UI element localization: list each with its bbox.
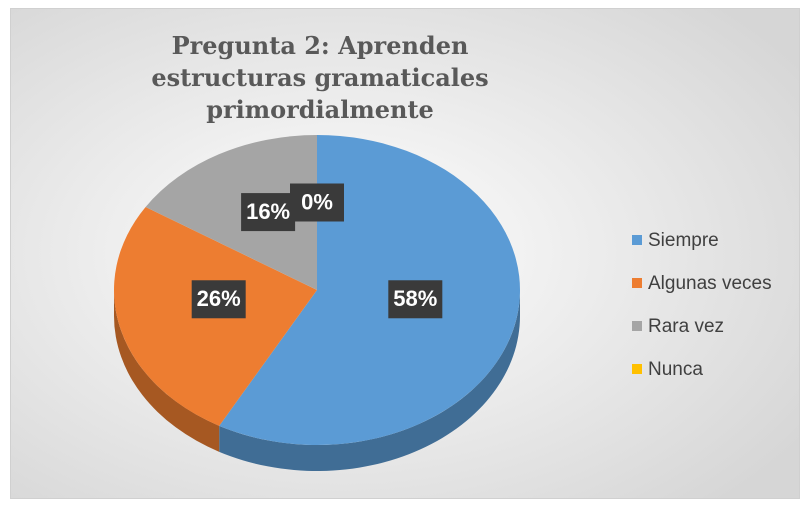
data-label-box — [388, 280, 443, 319]
data-label-box — [191, 280, 246, 319]
legend-label: Nunca — [648, 359, 703, 380]
legend-swatch — [632, 278, 642, 288]
chart-title: Pregunta 2: Aprenden estructuras gramati… — [151, 31, 489, 124]
data-label-box — [241, 193, 296, 232]
data-label: 58% — [393, 286, 437, 311]
slice-side — [219, 290, 520, 471]
legend-swatch — [632, 364, 642, 374]
legend-label: Siempre — [648, 230, 719, 251]
legend-label: Rara vez — [648, 316, 724, 337]
slice — [145, 135, 317, 290]
legend-label: Algunas veces — [648, 273, 772, 294]
slice — [219, 135, 520, 445]
slice-side — [114, 290, 220, 452]
legend-swatch — [632, 321, 642, 331]
data-label: 26% — [197, 286, 241, 311]
data-label: 16% — [246, 199, 290, 224]
data-label: 0% — [301, 189, 333, 214]
legend-swatch — [632, 235, 642, 245]
data-label-box — [290, 183, 344, 222]
